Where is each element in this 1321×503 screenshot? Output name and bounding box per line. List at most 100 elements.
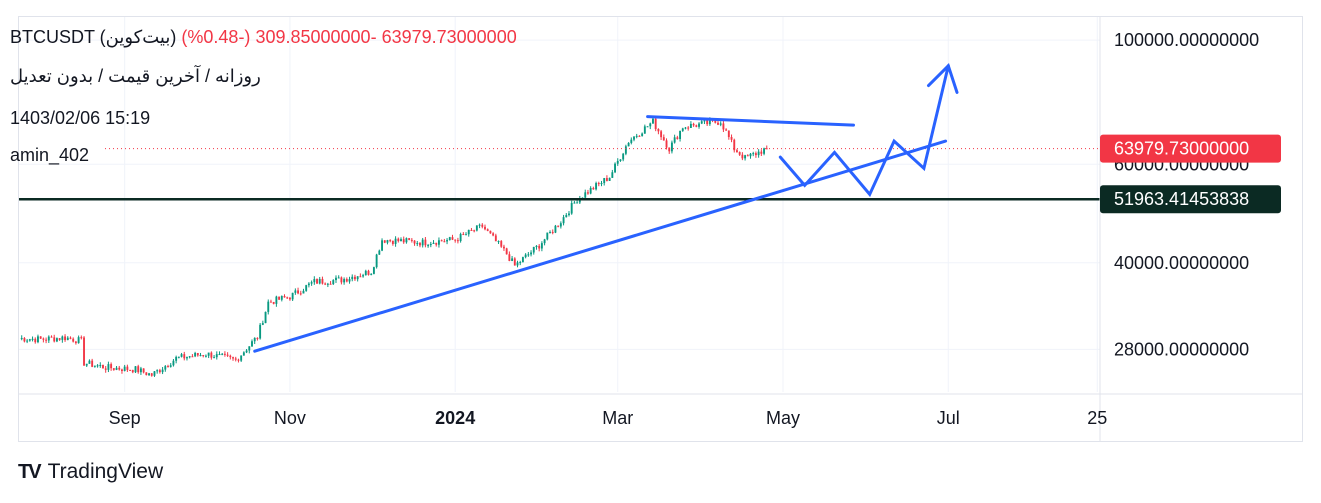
candle-body (467, 229, 470, 235)
candle-body (275, 296, 278, 304)
candle-body (64, 336, 67, 341)
candle-body (459, 234, 462, 242)
candle-body (437, 240, 440, 245)
candle-body (738, 152, 741, 155)
candle-body (367, 270, 370, 275)
candle-body (540, 243, 543, 249)
ascending-trendline (253, 139, 948, 353)
candle-body (150, 373, 153, 376)
candle-body (524, 254, 527, 258)
candle-body (492, 233, 495, 236)
candle-body (221, 353, 224, 355)
candle-body (372, 267, 375, 274)
candle-body (332, 280, 335, 285)
candle-body (622, 153, 625, 160)
candle-body (394, 238, 397, 244)
candle-body (670, 142, 673, 152)
candle-body (435, 242, 438, 245)
candle-body (329, 283, 332, 285)
candle-body (207, 352, 210, 356)
candle-body (121, 369, 123, 371)
candle-body (391, 240, 394, 244)
candle-body (752, 153, 755, 155)
candle-body (733, 139, 736, 151)
candle-body (700, 121, 703, 124)
candle-body (348, 279, 351, 282)
candle-body (158, 370, 161, 373)
candle-body (589, 187, 592, 194)
candle-body (603, 178, 606, 184)
candle-body (28, 339, 31, 341)
candle-body (186, 357, 188, 359)
candle-body (627, 142, 630, 147)
chart-subtitle: روزانه / آخرین قیمت / بدون تعدیل (10, 66, 261, 86)
candle-body (356, 276, 359, 280)
candle-body (324, 283, 327, 285)
candle-body (69, 337, 72, 339)
candle-body (307, 283, 310, 286)
candle-body (503, 246, 505, 249)
candle-body (137, 366, 140, 373)
candle-body (156, 370, 159, 372)
chart-datetime: 1403/02/06 15:19 (10, 108, 151, 128)
candle-body (31, 338, 34, 340)
candle-body (703, 120, 706, 122)
candle-body (286, 297, 289, 299)
candle-body (727, 130, 730, 138)
candle-body (429, 243, 432, 246)
candle-body (229, 355, 232, 358)
candle-body (91, 360, 94, 367)
candle-body (153, 371, 156, 376)
x-tick-label: Sep (109, 408, 141, 428)
candle-body (110, 364, 113, 369)
candle-body (50, 336, 53, 338)
candle-body (714, 120, 717, 123)
candle-body (413, 240, 416, 244)
candles (20, 117, 1100, 377)
candle-body (595, 183, 598, 190)
candle-body (565, 215, 568, 218)
candle-body (104, 368, 107, 370)
candle-body (760, 151, 763, 154)
candle-body (389, 240, 392, 242)
candle-body (302, 290, 305, 294)
candle-body (440, 240, 443, 242)
y-tick-label: 40000.00000000 (1114, 253, 1249, 273)
candle-body (343, 279, 346, 283)
x-tick-label: May (766, 408, 800, 428)
candle-body (74, 341, 77, 344)
candle-body (681, 128, 684, 131)
candle-body (261, 323, 264, 325)
candle-body (20, 338, 23, 340)
candle-body (102, 365, 104, 369)
candle-body (562, 217, 565, 224)
candle-body (616, 160, 619, 164)
candle-body (400, 239, 402, 242)
candle-body (421, 239, 424, 246)
candle-body (660, 131, 663, 138)
candle-body (232, 357, 234, 359)
candle-body (402, 239, 405, 243)
candle-body (576, 202, 579, 204)
tradingview-wordmark: TradingView (47, 460, 164, 483)
candle-body (226, 354, 229, 356)
candle-body (210, 352, 213, 358)
candle-body (505, 248, 508, 255)
candle-body (427, 245, 430, 247)
candle-body (448, 237, 451, 241)
candle-body (749, 153, 752, 157)
candle-body (245, 350, 248, 353)
candle-body (641, 133, 644, 136)
candle-body (695, 125, 698, 127)
tradingview-logo[interactable]: TV TradingView (18, 460, 163, 484)
candle-body (313, 279, 316, 283)
candle-body (364, 270, 367, 276)
candle-body (684, 127, 687, 129)
candle-body (112, 368, 115, 370)
candle-body (34, 338, 37, 343)
candle-body (169, 365, 172, 367)
candle-body (362, 275, 365, 277)
candle-body (424, 239, 427, 246)
candle-body (340, 277, 343, 283)
